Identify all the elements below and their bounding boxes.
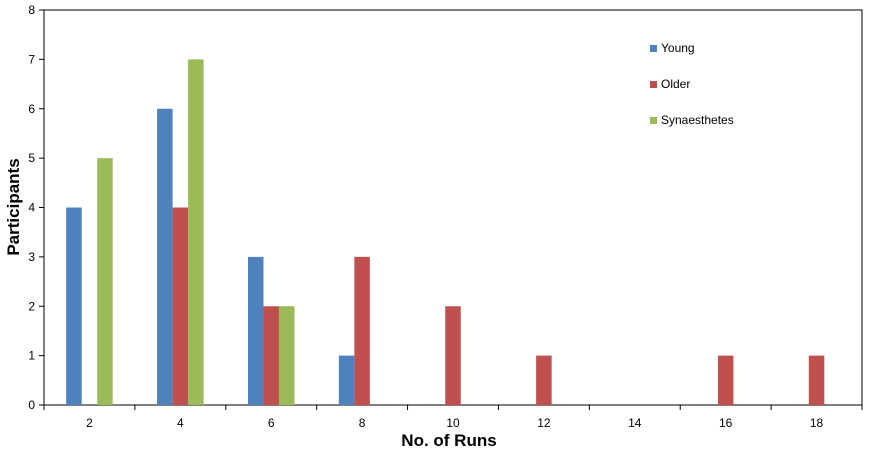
y-tick-label: 5: [28, 151, 35, 165]
legend: Young Older Synaesthetes: [650, 41, 734, 127]
x-axis-title: No. of Runs: [401, 431, 496, 450]
y-axis-title: Participants: [4, 158, 23, 255]
x-tick-label: 4: [177, 416, 184, 430]
bar-young-4: [157, 108, 173, 405]
bars-layer: [66, 59, 825, 405]
bar-older-10: [445, 306, 461, 405]
legend-swatch-older: [650, 81, 657, 88]
y-tick-label: 7: [28, 52, 35, 66]
bar-young-6: [247, 256, 264, 405]
y-tick-label: 2: [28, 299, 35, 313]
x-tick-label: 18: [810, 416, 824, 430]
legend-label-older: Older: [661, 77, 690, 91]
x-tick-label: 2: [86, 416, 93, 430]
legend-swatch-synaesthetes: [650, 117, 657, 124]
x-tick-label: 14: [628, 416, 642, 430]
bar-young-2: [66, 207, 82, 405]
y-tick-label: 0: [28, 398, 35, 412]
y-tick-label: 6: [28, 102, 35, 116]
bar-synaesthetes-4: [188, 59, 204, 405]
x-tick-label: 10: [446, 416, 460, 430]
bar-synaesthetes-2: [97, 158, 113, 405]
x-tick-label: 8: [359, 416, 366, 430]
x-tick-label: 6: [268, 416, 275, 430]
x-axis-ticks: 2 4 6 8 10 12 14 16 18: [43, 405, 863, 430]
legend-label-young: Young: [661, 41, 695, 55]
y-tick-label: 3: [28, 250, 35, 264]
legend-label-synaesthetes: Synaesthetes: [661, 113, 734, 127]
bar-synaesthetes-6: [278, 306, 295, 405]
x-tick-label: 16: [719, 416, 733, 430]
y-tick-label: 8: [28, 3, 35, 17]
legend-swatch-young: [650, 45, 657, 52]
bar-older-16: [717, 355, 734, 405]
bar-young-8: [338, 355, 355, 405]
bar-older-12: [536, 355, 552, 405]
y-tick-label: 1: [28, 349, 35, 363]
bar-older-6: [263, 306, 279, 405]
x-tick-label: 12: [537, 416, 551, 430]
bar-older-8: [354, 256, 370, 405]
y-tick-label: 4: [28, 201, 35, 215]
bar-older-18: [808, 355, 825, 405]
bar-older-4: [172, 207, 189, 405]
y-axis-ticks: 0 1 2 3 4 5 6 7 8: [28, 3, 44, 412]
